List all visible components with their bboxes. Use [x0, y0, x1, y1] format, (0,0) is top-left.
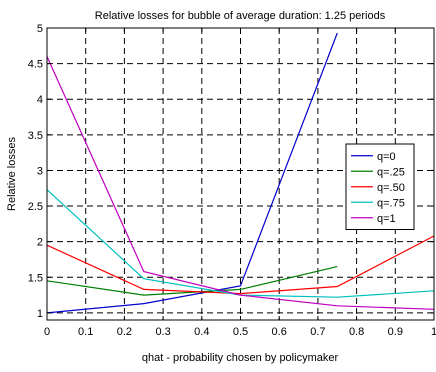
x-tick-label: 0.8	[349, 326, 364, 338]
series-line-4	[46, 56, 435, 310]
series-line-0	[46, 32, 338, 314]
y-axis-label: Relative losses	[6, 137, 18, 211]
series-line-1	[46, 266, 338, 296]
x-tick-label: 0.1	[78, 326, 93, 338]
x-tick-label: 1	[431, 326, 436, 338]
legend-label: q=1	[377, 213, 396, 225]
y-tick-label: 3.5	[28, 130, 43, 142]
y-tick-label: 1.5	[28, 272, 43, 284]
legend-label: q=.25	[377, 166, 405, 178]
x-tick-label: 0.9	[388, 326, 403, 338]
y-tick-label: 5	[37, 23, 43, 35]
series-lines	[46, 32, 435, 314]
series-line-2	[46, 235, 435, 295]
x-tick-label: 0.3	[155, 326, 170, 338]
x-tick-label: 0.5	[233, 326, 248, 338]
x-tick-label: 0	[44, 326, 50, 338]
axis-ticks: 0 0.1 0.2 0.3 0.4 0.5 0.6 0.7 0.8 0.9 1 1 1.5 2 2.5 3 3.…	[28, 23, 436, 338]
y-tick-label: 2	[37, 237, 43, 249]
legend-label: q=.50	[377, 182, 405, 194]
y-tick-label: 1	[37, 308, 43, 320]
x-axis-label: qhat - probability chosen by policymaker	[142, 352, 339, 364]
x-tick-label: 0.4	[194, 326, 209, 338]
y-tick-label: 4.5	[28, 59, 43, 71]
y-tick-label: 2.5	[28, 201, 43, 213]
chart-title: Relative losses for bubble of average du…	[95, 10, 386, 22]
x-tick-label: 0.7	[310, 326, 325, 338]
x-tick-label: 0.2	[117, 326, 132, 338]
x-tick-label: 0.6	[272, 326, 287, 338]
legend-label: q=0	[377, 151, 396, 163]
legend-label: q=.75	[377, 197, 405, 209]
legend: q=0 q=.25 q=.50 q=.75 q=1	[345, 143, 415, 230]
y-tick-label: 4	[37, 94, 43, 106]
y-tick-label: 3	[37, 165, 43, 177]
